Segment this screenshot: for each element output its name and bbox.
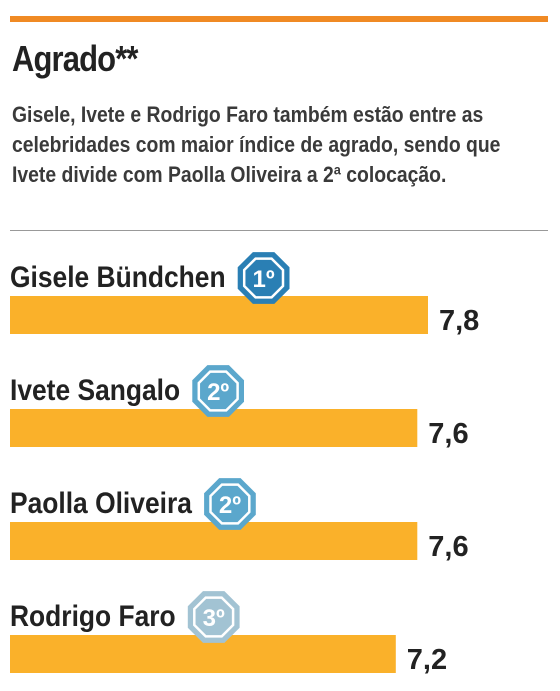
rank-label: 1º bbox=[253, 266, 275, 293]
bar bbox=[10, 522, 418, 560]
chart-title: Agrado** bbox=[12, 38, 138, 79]
value-label: 7,6 bbox=[428, 418, 468, 450]
top-accent-rule bbox=[10, 16, 548, 22]
bar bbox=[10, 296, 428, 334]
chart-subtitle: Gisele, Ivete e Rodrigo Faro também estã… bbox=[12, 102, 501, 187]
rank-badge-ring bbox=[242, 257, 285, 299]
category-label: Gisele Bündchen bbox=[10, 259, 226, 293]
category-label: Ivete Sangalo bbox=[10, 372, 180, 406]
value-label: 7,2 bbox=[407, 644, 447, 676]
value-label: 7,6 bbox=[428, 531, 468, 563]
value-label: 7,8 bbox=[439, 305, 479, 337]
ranking-bar-chart: Gisele Bündchen 7,8 1º Ivete Sangalo 7,6 2º Pa… bbox=[10, 252, 479, 676]
rank-badge-ring bbox=[197, 370, 239, 412]
category-label: Paolla Oliveira bbox=[10, 485, 192, 519]
header-divider bbox=[10, 230, 548, 231]
rank-badge-ring bbox=[209, 483, 251, 525]
rank-badge-ring bbox=[193, 596, 235, 638]
category-label: Rodrigo Faro bbox=[10, 598, 176, 632]
rank-label: 3º bbox=[203, 605, 225, 632]
rank-label: 2º bbox=[219, 492, 241, 519]
rank-label: 2º bbox=[207, 379, 229, 406]
